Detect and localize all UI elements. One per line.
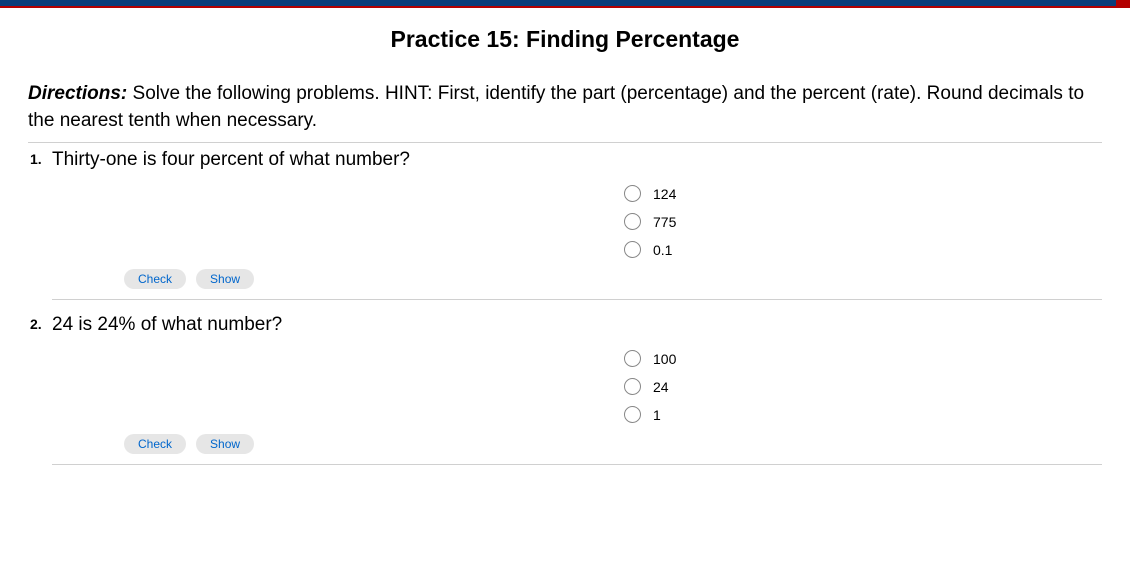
radio-icon xyxy=(624,241,641,258)
answer-option[interactable]: 775 xyxy=(624,213,1102,230)
question-divider xyxy=(52,299,1102,300)
question-row: 1. Thirty-one is four percent of what nu… xyxy=(28,149,1102,171)
answer-label: 1 xyxy=(653,407,661,423)
answer-option[interactable]: 0.1 xyxy=(624,241,1102,258)
button-row-1: Check Show xyxy=(124,269,1102,289)
check-button[interactable]: Check xyxy=(124,269,186,289)
answer-label: 24 xyxy=(653,379,669,395)
page-title: Practice 15: Finding Percentage xyxy=(28,26,1102,53)
button-row-2: Check Show xyxy=(124,434,1102,454)
answer-option[interactable]: 100 xyxy=(624,350,1102,367)
answer-option[interactable]: 24 xyxy=(624,378,1102,395)
directions-label: Directions: xyxy=(28,83,127,104)
question-block-2: 2. 24 is 24% of what number? 100 24 1 Ch… xyxy=(28,308,1102,473)
show-button[interactable]: Show xyxy=(196,434,254,454)
main-content: Practice 15: Finding Percentage Directio… xyxy=(0,8,1130,473)
directions-text: Directions: Solve the following problems… xyxy=(28,81,1102,134)
show-button[interactable]: Show xyxy=(196,269,254,289)
radio-icon xyxy=(624,213,641,230)
check-button[interactable]: Check xyxy=(124,434,186,454)
answer-option[interactable]: 1 xyxy=(624,406,1102,423)
question-divider xyxy=(52,464,1102,465)
radio-icon xyxy=(624,406,641,423)
radio-icon xyxy=(624,378,641,395)
answer-label: 775 xyxy=(653,214,676,230)
radio-icon xyxy=(624,185,641,202)
question-row: 2. 24 is 24% of what number? xyxy=(28,314,1102,336)
answer-label: 100 xyxy=(653,351,676,367)
directions-body: Solve the following problems. HINT: Firs… xyxy=(28,83,1084,131)
top-navigation-bar xyxy=(0,0,1130,8)
question-text: Thirty-one is four percent of what numbe… xyxy=(52,149,410,171)
answer-options-1: 124 775 0.1 xyxy=(624,185,1102,258)
question-block-1: 1. Thirty-one is four percent of what nu… xyxy=(28,143,1102,308)
answer-option[interactable]: 124 xyxy=(624,185,1102,202)
question-number: 2. xyxy=(30,314,52,332)
question-number: 1. xyxy=(30,149,52,167)
answer-label: 124 xyxy=(653,186,676,202)
answer-options-2: 100 24 1 xyxy=(624,350,1102,423)
radio-icon xyxy=(624,350,641,367)
answer-label: 0.1 xyxy=(653,242,672,258)
question-text: 24 is 24% of what number? xyxy=(52,314,282,336)
